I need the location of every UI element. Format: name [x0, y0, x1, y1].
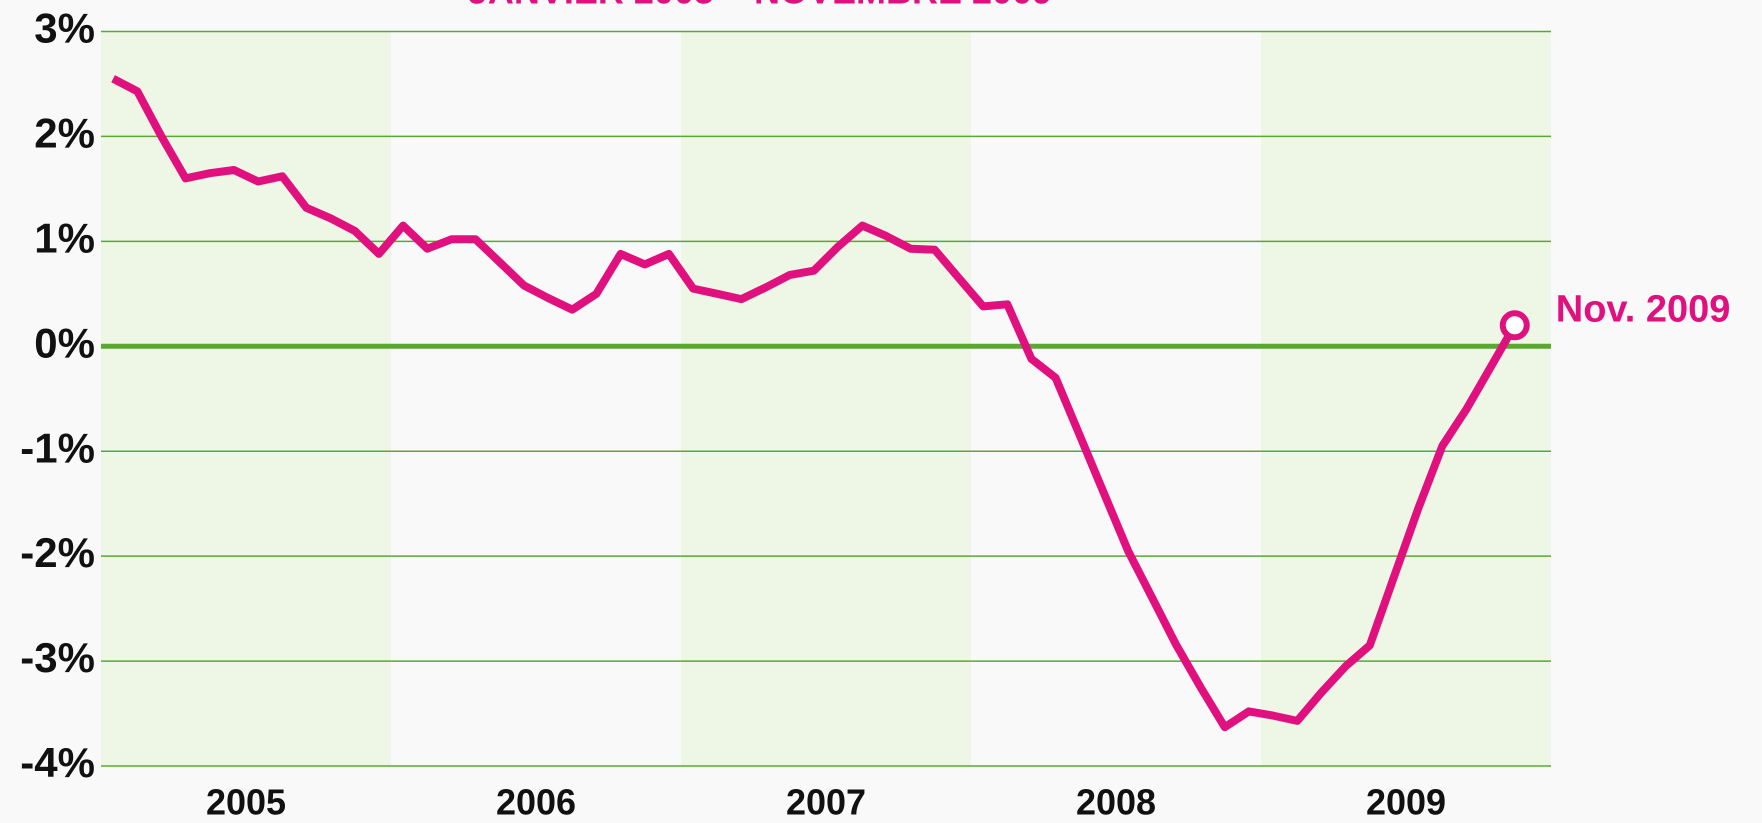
y-tick-label: -2% — [20, 529, 95, 576]
x-tick-label: 2005 — [206, 782, 286, 823]
year-band — [391, 31, 681, 766]
end-marker — [1499, 310, 1530, 341]
x-tick-label: 2006 — [496, 782, 576, 823]
y-tick-label: 1% — [34, 214, 95, 261]
chart-title: JANVIER 2005 – NOVEMBRE 2009 — [468, 0, 1052, 12]
x-tick-label: 2009 — [1366, 782, 1446, 823]
x-tick-label: 2007 — [786, 782, 866, 823]
year-band — [1261, 31, 1551, 766]
y-tick-label: -1% — [20, 424, 95, 471]
y-tick-label: 3% — [34, 5, 95, 52]
y-tick-label: 2% — [34, 110, 95, 157]
year-band — [681, 31, 971, 766]
year-band — [971, 31, 1261, 766]
data-line — [111, 75, 1519, 732]
y-tick-label: -3% — [20, 634, 95, 681]
x-tick-label: 2008 — [1076, 782, 1156, 823]
y-tick-label: 0% — [34, 319, 95, 366]
y-tick-label: -4% — [20, 739, 95, 786]
annotation: Nov. 2009 — [1556, 288, 1731, 330]
year-band — [101, 31, 391, 766]
